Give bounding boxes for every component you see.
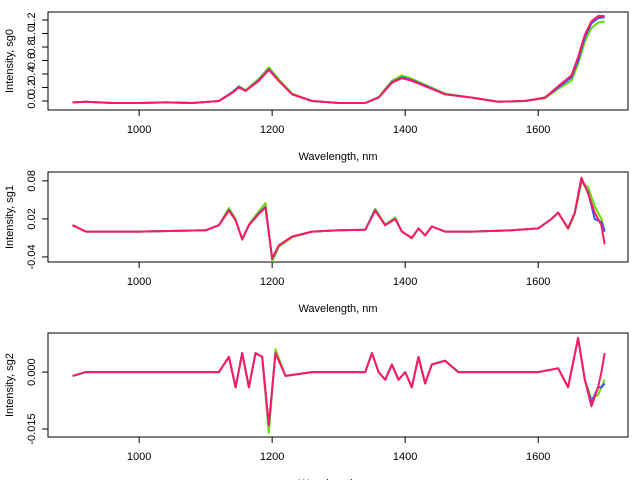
x-axis-label: Wavelength, nm [298, 151, 377, 163]
plot-frame [47, 11, 629, 111]
y-tick-label: 0.000 [26, 358, 38, 386]
plot-frame [47, 171, 629, 263]
spectrum-line [72, 336, 606, 434]
spectrum-line [72, 176, 606, 260]
spectrum-line [72, 16, 605, 104]
y-tick-label: 0.08 [26, 170, 38, 191]
y-axis-label: Intensity, sg2 [4, 353, 16, 417]
spectrum-line [72, 181, 606, 263]
y-tick-label: -0.015 [26, 413, 38, 444]
plot-frame [47, 332, 629, 438]
spectrum-line [72, 178, 606, 260]
spectrum-line [72, 15, 605, 104]
x-tick-label: 1000 [127, 451, 151, 463]
x-axis-label: Wavelength, nm [298, 478, 377, 480]
x-tick-label: 1000 [127, 276, 151, 288]
y-tick-label: 0.4 [26, 66, 38, 81]
x-tick-label: 1400 [393, 276, 417, 288]
x-tick-label: 1200 [260, 124, 284, 136]
y-tick-label: 0.6 [26, 53, 38, 68]
x-tick-label: 1200 [260, 276, 284, 288]
x-tick-label: 1200 [260, 451, 284, 463]
x-tick-label: 1000 [127, 124, 151, 136]
y-tick-label: 0.8 [26, 39, 38, 54]
x-tick-label: 1600 [526, 451, 550, 463]
x-tick-label: 1600 [526, 124, 550, 136]
y-tick-label: 1.2 [26, 12, 38, 27]
x-axis-label: Wavelength, nm [298, 303, 377, 315]
y-axis-label: Intensity, sg1 [4, 185, 16, 249]
x-tick-label: 1600 [526, 276, 550, 288]
spectrum-line [72, 336, 606, 427]
x-tick-label: 1400 [393, 451, 417, 463]
y-tick-label: -0.04 [26, 244, 38, 269]
x-tick-label: 1400 [393, 124, 417, 136]
y-tick-label: 0.0 [26, 93, 38, 108]
y-tick-label: 0.2 [26, 80, 38, 95]
y-axis-label: Intensity, sg0 [4, 29, 16, 93]
y-tick-label: 1.0 [26, 26, 38, 41]
y-tick-label: 0.02 [26, 208, 38, 229]
spectrum-line [72, 336, 606, 427]
spectrum-line [72, 20, 605, 104]
